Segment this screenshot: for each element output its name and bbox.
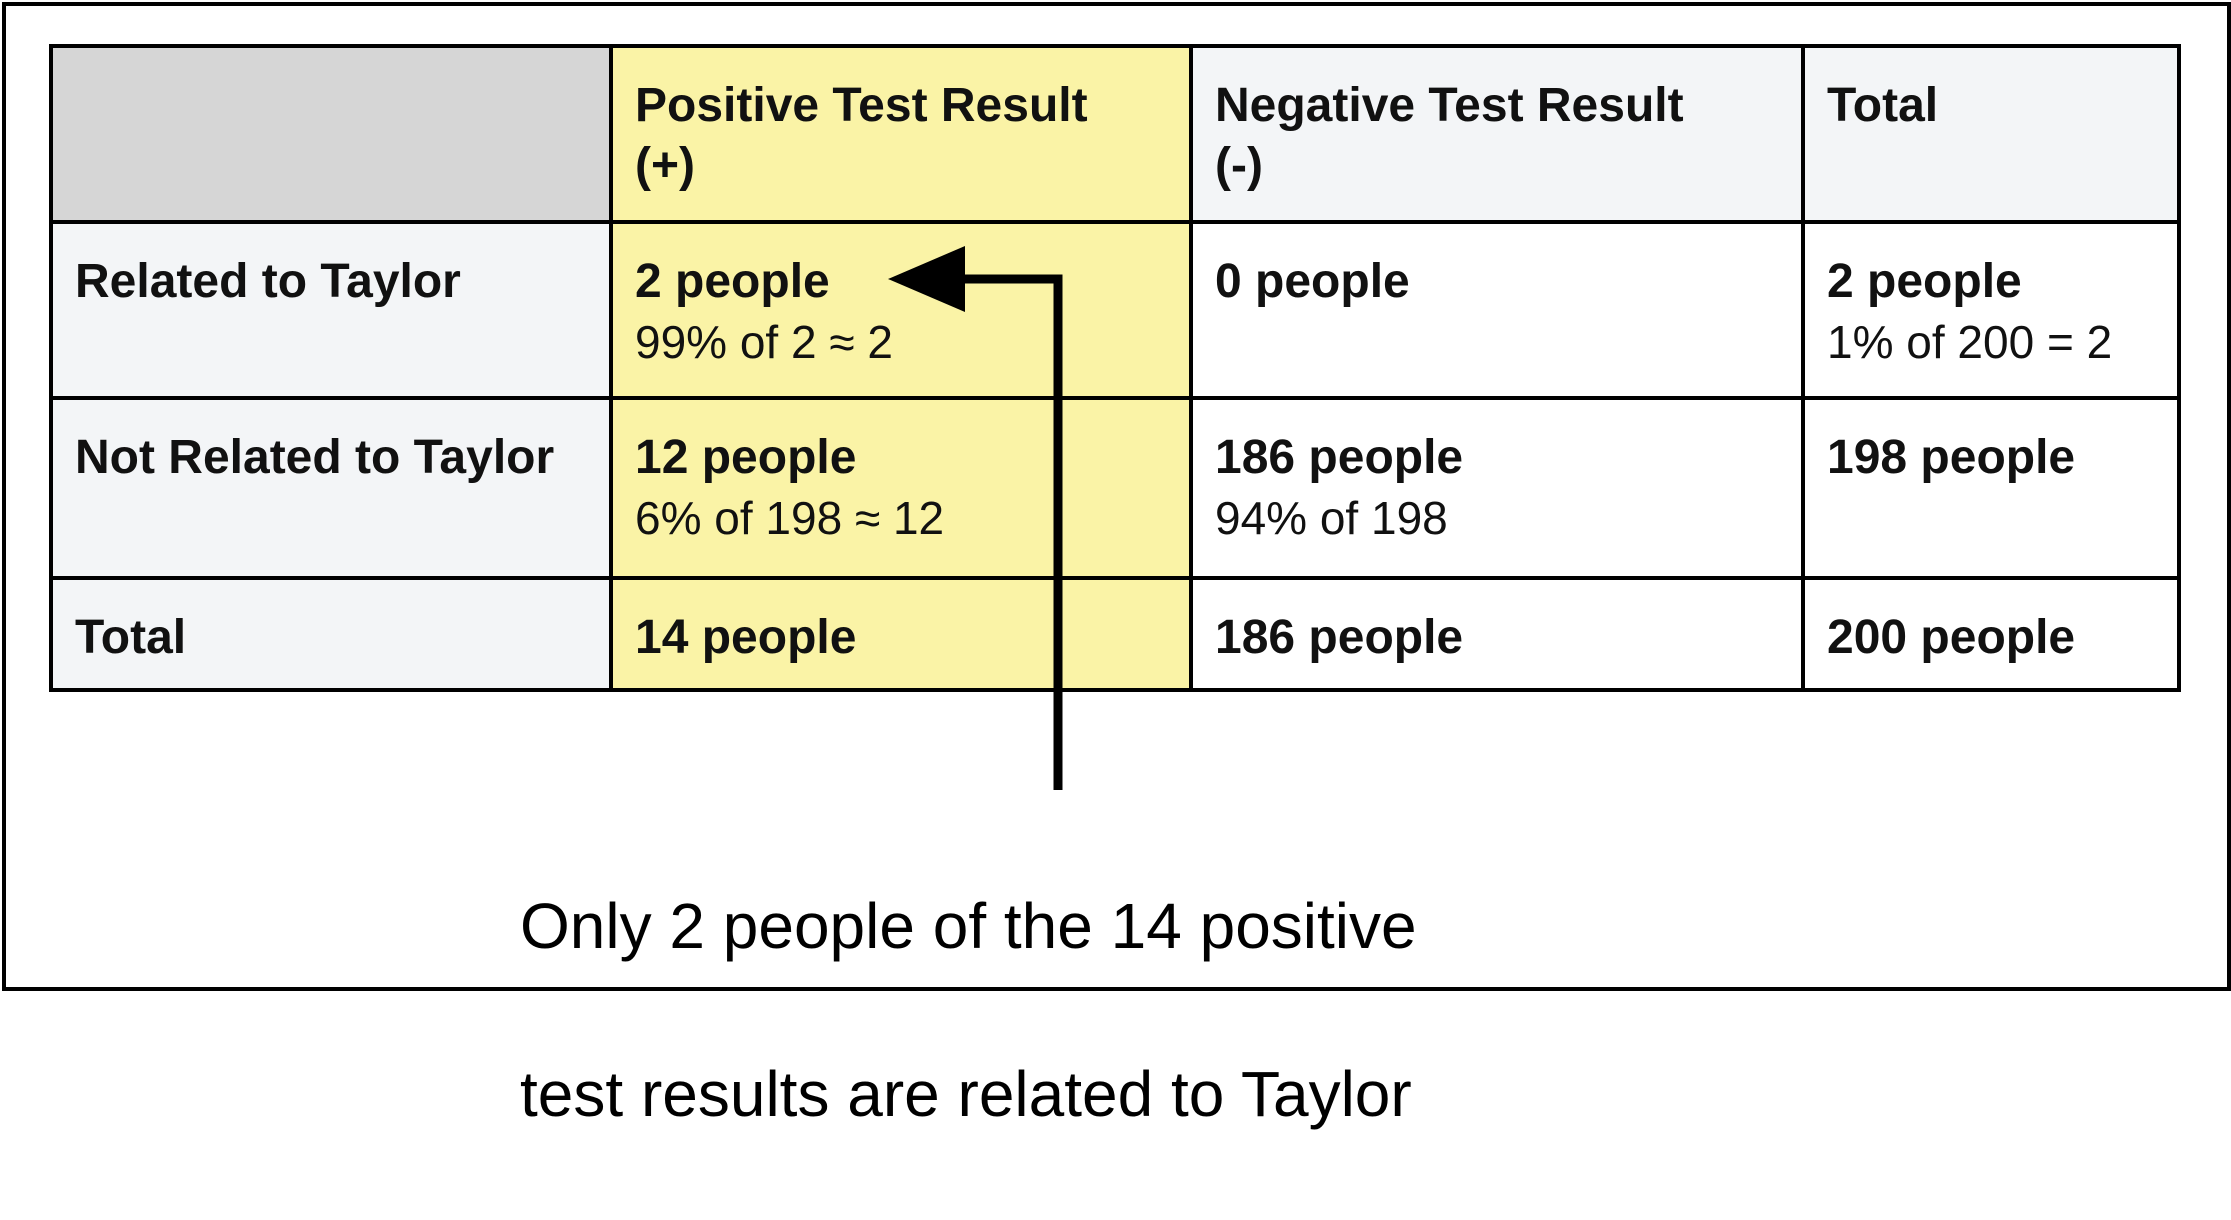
cell-calculation: 6% of 198 ≈ 12 bbox=[635, 492, 945, 544]
cell-not-related-negative: 186 people 94% of 198 bbox=[1189, 396, 1805, 580]
cell-count: 198 people bbox=[1827, 431, 2076, 484]
header-positive-test-result: Positive Test Result (+) bbox=[609, 44, 1193, 224]
row-label-not-related: Not Related to Taylor bbox=[49, 396, 613, 580]
header-total: Total bbox=[1801, 44, 2181, 224]
header-total-label: Total bbox=[1827, 79, 1939, 132]
cell-count: 2 people bbox=[1827, 255, 2022, 308]
header-negative-test-result: Negative Test Result (-) bbox=[1189, 44, 1805, 224]
contingency-table: Positive Test Result (+) Negative Test R… bbox=[49, 44, 2181, 692]
annotation-line-2: test results are related to Taylor bbox=[520, 1058, 1412, 1130]
table-row-not-related-to-taylor: Not Related to Taylor 12 people 6% of 19… bbox=[49, 396, 2181, 580]
cell-related-negative: 0 people bbox=[1189, 220, 1805, 400]
annotation-text: Only 2 people of the 14 positive test re… bbox=[520, 800, 1620, 1220]
cell-not-related-positive: 12 people 6% of 198 ≈ 12 bbox=[609, 396, 1193, 580]
row-label-text: Not Related to Taylor bbox=[75, 431, 555, 484]
table-row-related-to-taylor: Related to Taylor 2 people 99% of 2 ≈ 2 … bbox=[49, 220, 2181, 400]
cell-count: 0 people bbox=[1215, 255, 1410, 308]
row-label-text: Related to Taylor bbox=[75, 255, 461, 308]
cell-calculation: 94% of 198 bbox=[1215, 492, 1448, 544]
cell-count: 14 people bbox=[635, 611, 857, 664]
annotation-line-1: Only 2 people of the 14 positive bbox=[520, 890, 1417, 962]
cell-count: 2 people bbox=[635, 255, 830, 308]
cell-count: 12 people bbox=[635, 431, 857, 484]
header-negative-label: Negative Test Result bbox=[1215, 79, 1684, 132]
diagram-frame bbox=[2, 2, 2231, 991]
cell-count: 186 people bbox=[1215, 431, 1464, 484]
cell-calculation: 1% of 200 = 2 bbox=[1827, 316, 2113, 368]
row-label-text: Total bbox=[75, 611, 187, 664]
table-corner-cell bbox=[49, 44, 613, 224]
cell-not-related-total: 198 people bbox=[1801, 396, 2181, 580]
cell-total-negative: 186 people bbox=[1189, 576, 1805, 692]
cell-grand-total: 200 people bbox=[1801, 576, 2181, 692]
cell-related-positive: 2 people 99% of 2 ≈ 2 bbox=[609, 220, 1193, 400]
row-label-total: Total bbox=[49, 576, 613, 692]
cell-related-total: 2 people 1% of 200 = 2 bbox=[1801, 220, 2181, 400]
cell-calculation: 99% of 2 ≈ 2 bbox=[635, 316, 893, 368]
table-header-row: Positive Test Result (+) Negative Test R… bbox=[49, 44, 2181, 224]
cell-count: 186 people bbox=[1215, 611, 1464, 664]
row-label-related: Related to Taylor bbox=[49, 220, 613, 400]
header-positive-symbol: (+) bbox=[635, 139, 695, 192]
table-row-total: Total 14 people 186 people 200 people bbox=[49, 576, 2181, 692]
cell-count: 200 people bbox=[1827, 611, 2076, 664]
cell-total-positive: 14 people bbox=[609, 576, 1193, 692]
header-positive-label: Positive Test Result bbox=[635, 79, 1088, 132]
header-negative-symbol: (-) bbox=[1215, 139, 1263, 192]
